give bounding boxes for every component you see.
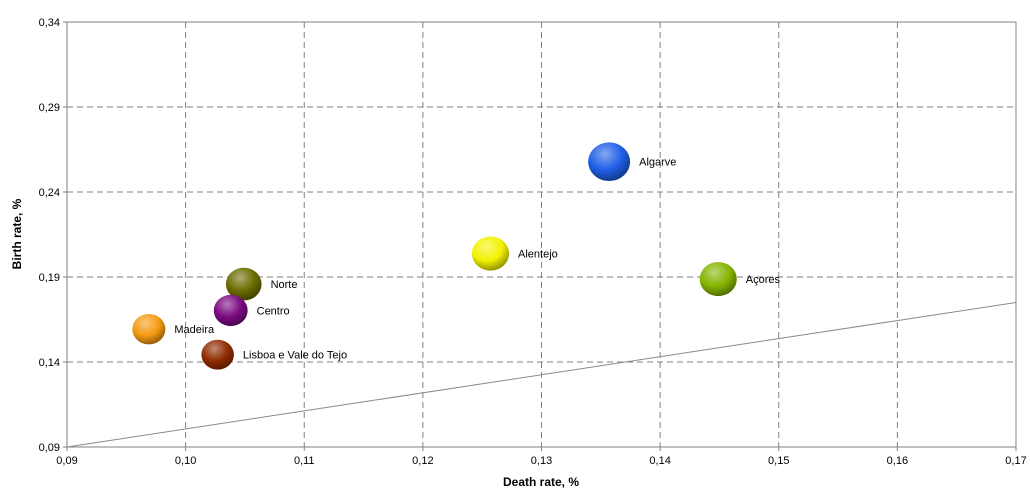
x-tick-label: 0,14 xyxy=(649,455,670,467)
bubble-label-algarve: Algarve xyxy=(639,157,676,169)
y-axis-title: Birth rate, % xyxy=(10,198,24,269)
y-tick-label: 0,09 xyxy=(39,442,60,454)
x-tick-label: 0,17 xyxy=(1005,455,1026,467)
bubble-label-madeira: Madeira xyxy=(174,324,215,336)
x-tick-label: 0,16 xyxy=(887,455,908,467)
bubble-label-a-ores: Açores xyxy=(746,274,781,286)
y-tick-label: 0,19 xyxy=(39,272,60,284)
x-tick-label: 0,15 xyxy=(768,455,789,467)
y-tick-label: 0,14 xyxy=(39,357,60,369)
reference-line xyxy=(66,302,1017,448)
x-tick-label: 0,09 xyxy=(56,455,77,467)
bubble-norte xyxy=(225,267,262,301)
bubble-algarve xyxy=(588,142,631,182)
x-tick-label: 0,12 xyxy=(412,455,433,467)
x-tick-label: 0,11 xyxy=(294,455,315,467)
bubble-a-ores xyxy=(699,261,737,297)
bubble-lisboa-e-vale-do-tejo xyxy=(201,339,234,370)
bubble-madeira xyxy=(132,313,166,345)
y-tick-label: 0,24 xyxy=(39,187,60,199)
grid-lines xyxy=(67,22,1016,447)
x-axis-title: Death rate, % xyxy=(503,475,579,489)
x-tick-label: 0,13 xyxy=(531,455,552,467)
bubble-label-centro: Centro xyxy=(257,305,290,317)
y-tick-label: 0,34 xyxy=(39,17,60,29)
bubble-label-lisboa-e-vale-do-tejo: Lisboa e Vale do Tejo xyxy=(243,350,347,362)
bubble-alentejo xyxy=(471,236,510,271)
bubbles xyxy=(132,142,737,370)
axes: 0,09 0,10 0,11 0,12 0,13 0,14 0,15 0,16 0,17 0,09… xyxy=(39,17,1027,467)
bubble-centro xyxy=(213,294,248,327)
bubble-label-alentejo: Alentejo xyxy=(518,249,558,261)
bubble-labels: Algarve Alentejo Açores Norte Centro Madeira L… xyxy=(174,157,780,362)
x-tick-label: 0,10 xyxy=(175,455,196,467)
bubble-label-norte: Norte xyxy=(271,279,298,291)
y-tick-label: 0,29 xyxy=(39,102,60,114)
